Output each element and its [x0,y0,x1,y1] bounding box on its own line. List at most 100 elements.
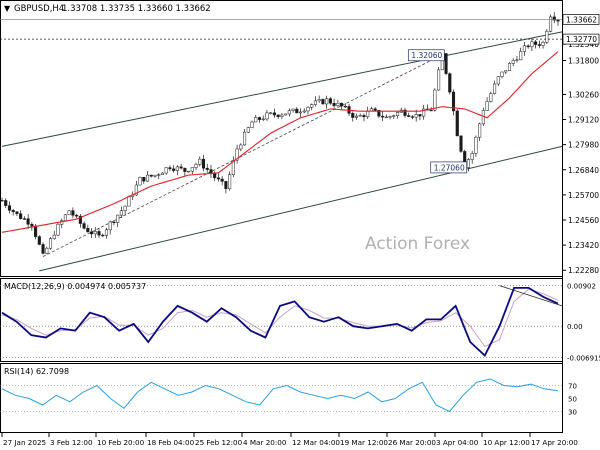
candle-body [500,71,504,77]
candle-body [26,218,30,225]
candle-body [52,234,56,239]
candle-body [545,30,549,43]
channel-lower-line [39,145,563,272]
candle-body [474,136,478,154]
candle-body [485,101,489,111]
moving-average-line [1,51,559,233]
annotation-box [407,49,445,62]
candle-body [119,210,123,216]
candle-body [228,174,232,189]
candle-body [134,184,138,196]
candle-body [224,181,228,189]
price-tick-label: 1.31800 [568,56,599,65]
candle-body [22,218,26,220]
candle-body [310,104,314,108]
candle-body [504,70,508,73]
time-tick-label: 12 Mar 04:00 [292,438,340,447]
candle-body [41,244,45,254]
rsi-label: RSI(14) 62.7098 [4,367,69,376]
candle-body [511,60,515,64]
candle-body [86,228,90,233]
candle-body [470,153,474,160]
candle-body [530,41,534,48]
candle-body [246,127,250,133]
candle-body [250,121,254,128]
price-tick-label: 1.26840 [568,166,599,175]
candle-body [373,108,377,111]
candle-body [82,223,86,229]
candle-body [220,178,224,182]
macd-signal-line [1,288,559,348]
candle-body [179,166,183,169]
candle-body [507,63,512,71]
candle-body [71,210,75,216]
candle-body [168,167,172,170]
candle-body [116,214,120,223]
time-tick-label: 19 Mar 12:00 [340,438,388,447]
candle-body [112,221,116,224]
candle-body [381,115,385,118]
candle-body [183,167,187,172]
candle-body [187,170,191,173]
channel-upper-line [1,31,563,147]
candle-body [302,110,306,113]
price-tick-label: 1.23420 [568,241,599,250]
candle-body [108,221,112,231]
rsi-tick-label: 50 [568,396,577,404]
rsi-panel [0,363,563,433]
candle-body [407,115,411,117]
candle-body [272,112,276,116]
candle-body [265,112,269,120]
candle-body [433,89,437,111]
candle-body [216,177,220,180]
candle-body [93,231,97,235]
candle-body [142,177,146,182]
candle-body [336,102,340,106]
watermark: Action Forex [365,234,470,254]
candle-body [123,205,127,211]
candle-body [534,41,538,45]
candle-body [269,112,273,114]
time-tick-label: 25 Feb 12:00 [195,438,243,447]
macd-indicator: 0.00902 0.00 -0.006915 [0,283,600,362]
candle-body [56,224,60,236]
candle-body [4,200,8,206]
candle-body [153,174,157,177]
candle-body [231,159,235,175]
candle-body [395,112,400,116]
candle-body [392,115,396,117]
price-levels: 1.33662 1.32770 [0,14,600,45]
candle-body [410,116,415,118]
level-box [562,33,600,45]
rsi-tick-label: 30 [568,409,577,417]
candle-body [325,98,329,105]
candle-body [444,53,448,74]
candle-body [317,99,321,102]
macd-tick-label: 0.00902 [567,283,596,291]
candle-body [164,167,168,174]
candle-body [261,118,265,121]
price-candles [0,12,560,255]
annotation-label: 1.27060 [434,163,465,172]
candle-body [101,234,105,237]
candle-body [190,167,194,172]
candle-body [287,110,291,115]
candle-body [298,111,303,114]
candle-body [75,215,79,217]
time-tick-label: 17 Apr 20:00 [531,438,578,447]
candle-body [519,51,523,61]
price-tick-label: 1.29120 [568,116,599,125]
candle-body [276,114,280,117]
candle-body [351,113,355,118]
candle-body [493,83,497,94]
macd-trendline [499,285,563,307]
candle-body [104,229,109,236]
candle-body [63,214,67,221]
time-tick-label: 27 Jan 2025 [3,438,46,447]
candle-body [45,247,49,254]
candle-body [403,109,407,116]
price-tick-label: 1.24560 [568,216,599,225]
time-tick-label: 3 Apr 04:00 [436,438,479,447]
candle-body [295,108,299,114]
